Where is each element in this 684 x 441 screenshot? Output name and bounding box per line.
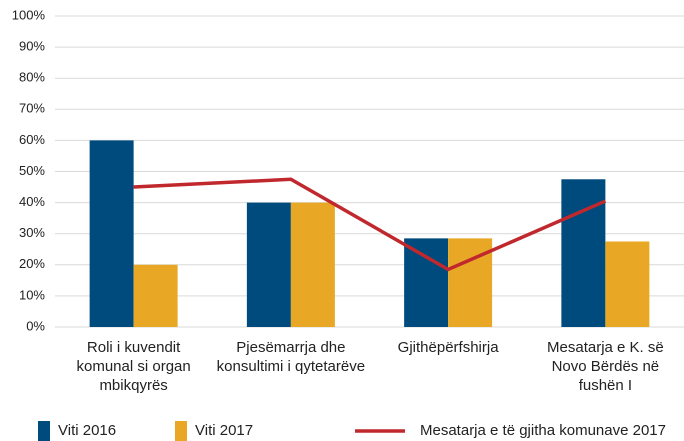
y-tick-label: 70% bbox=[19, 101, 45, 116]
bar bbox=[605, 241, 650, 327]
y-tick-label: 60% bbox=[19, 132, 45, 147]
y-tick-label: 80% bbox=[19, 70, 45, 85]
legend-label: Viti 2017 bbox=[195, 422, 253, 439]
bar bbox=[290, 202, 335, 327]
y-tick-label: 30% bbox=[19, 225, 45, 240]
bar bbox=[246, 202, 291, 327]
bar bbox=[133, 264, 178, 327]
x-tick-label: Mesatarja e K. së Novo Bërdës në fushën … bbox=[547, 339, 664, 394]
bar bbox=[89, 140, 134, 327]
y-tick-label: 100% bbox=[12, 7, 46, 22]
y-tick-label: 20% bbox=[19, 256, 45, 271]
y-tick-label: 0% bbox=[26, 318, 45, 333]
bar bbox=[561, 179, 606, 327]
legend-label: Mesatarja e të gjitha komunave 2017 bbox=[420, 422, 666, 439]
x-tick-label: Roli i kuvendit komunal si organ mbikqyr… bbox=[76, 339, 191, 394]
y-tick-label: 90% bbox=[19, 39, 45, 54]
y-tick-label: 50% bbox=[19, 163, 45, 178]
line-series bbox=[133, 177, 607, 272]
legend-label: Viti 2016 bbox=[58, 422, 116, 439]
legend-swatch bbox=[38, 421, 50, 441]
y-tick-label: 40% bbox=[19, 194, 45, 209]
bar bbox=[404, 238, 449, 327]
legend-swatch bbox=[175, 421, 187, 441]
y-tick-label: 10% bbox=[19, 287, 45, 302]
x-tick-label: Pjesëmarrja dhe konsultimi i qytetarëve bbox=[216, 339, 366, 375]
x-tick-label: Gjithëpërfshirja bbox=[397, 339, 499, 356]
